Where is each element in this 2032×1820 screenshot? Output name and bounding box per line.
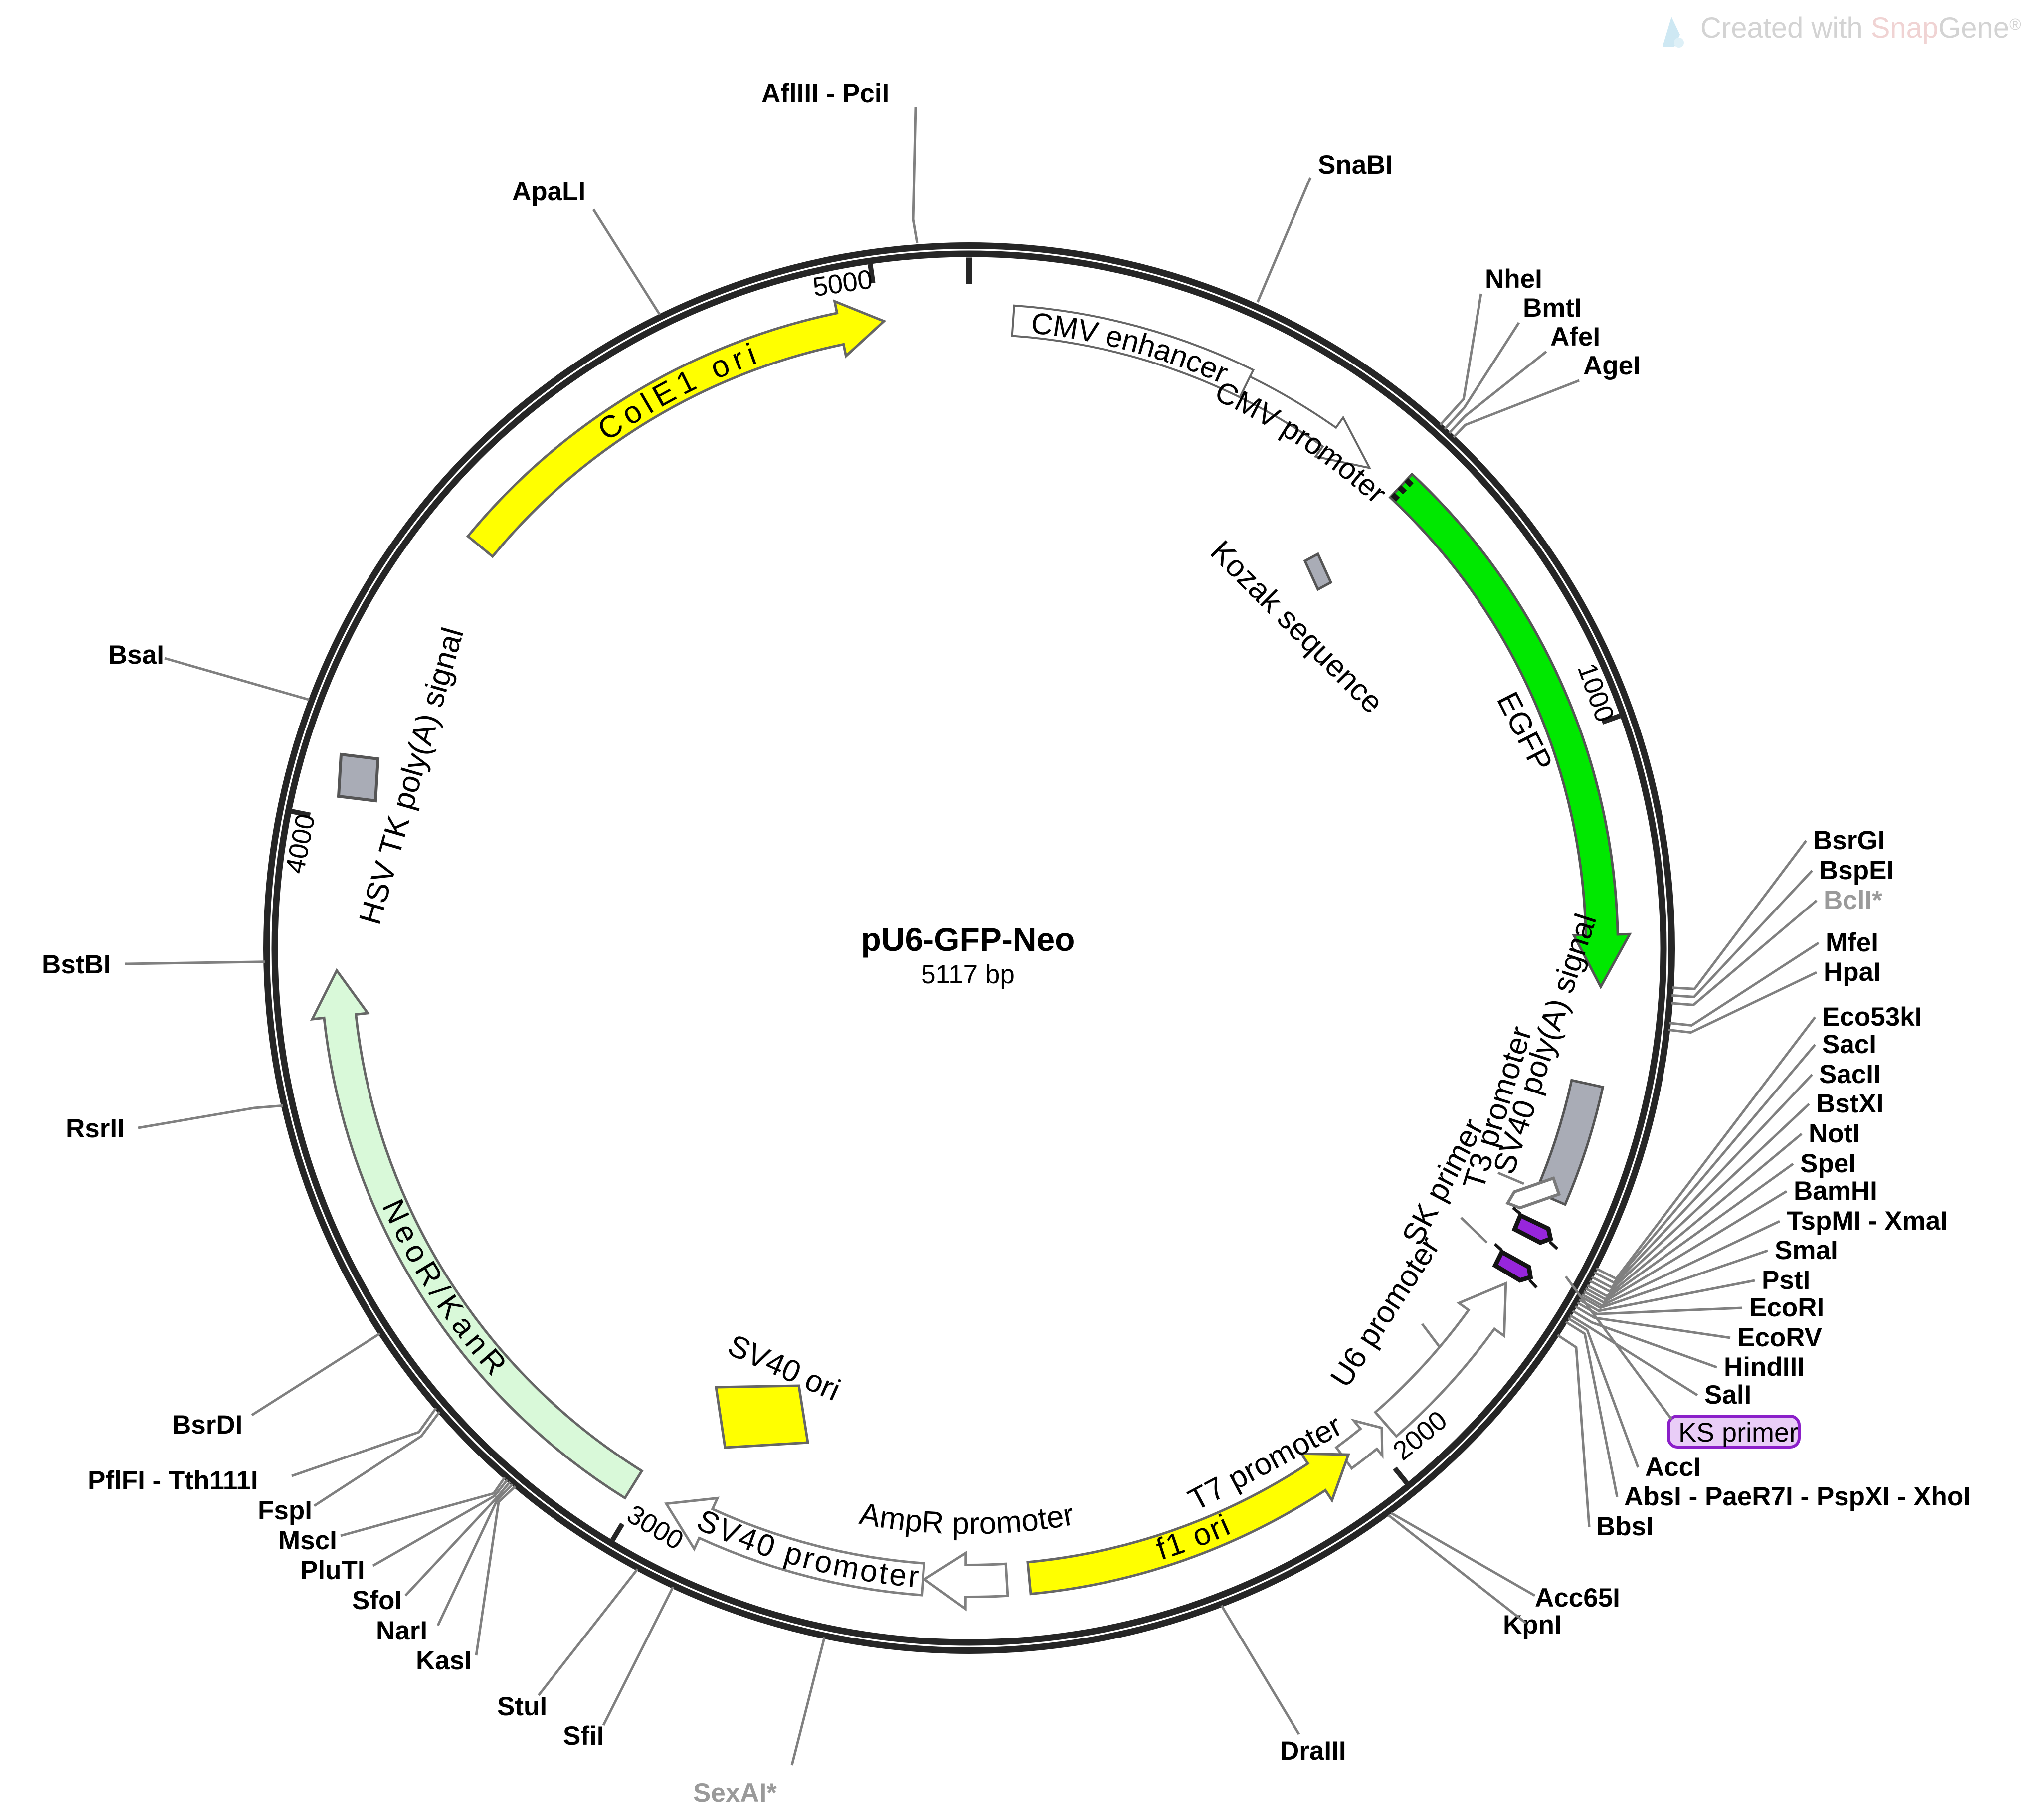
svg-text:SalI: SalI [1704, 1380, 1751, 1410]
svg-text:SacII: SacII [1819, 1060, 1881, 1089]
svg-text:FspI: FspI [258, 1496, 312, 1525]
svg-text:NarI: NarI [376, 1616, 427, 1645]
svg-text:HindIII: HindIII [1724, 1352, 1805, 1382]
svg-text:BbsI: BbsI [1596, 1512, 1654, 1541]
svg-text:SfiI: SfiI [563, 1721, 604, 1751]
svg-text:ApaLI: ApaLI [512, 177, 585, 206]
svg-text:BmtI: BmtI [1523, 293, 1582, 323]
svg-text:BsrGI: BsrGI [1813, 826, 1885, 855]
svg-text:SnaBI: SnaBI [1318, 150, 1393, 180]
svg-text:Created with SnapGene®: Created with SnapGene® [1700, 12, 2021, 44]
svg-text:RsrII: RsrII [66, 1114, 125, 1143]
svg-text:NheI: NheI [1485, 264, 1542, 294]
svg-text:AccI: AccI [1645, 1453, 1701, 1482]
svg-text:BclI*: BclI* [1824, 886, 1882, 915]
svg-text:KS primer: KS primer [1678, 1418, 1798, 1448]
svg-text:PstI: PstI [1762, 1266, 1810, 1295]
svg-text:Acc65I: Acc65I [1535, 1583, 1620, 1613]
svg-text:AbsI - PaeR7I - PspXI - XhoI: AbsI - PaeR7I - PspXI - XhoI [1624, 1482, 1971, 1511]
svg-text:BsaI: BsaI [108, 640, 164, 670]
svg-text:Eco53kI: Eco53kI [1822, 1002, 1922, 1032]
svg-text:AfeI: AfeI [1550, 322, 1600, 352]
svg-text:NotI: NotI [1809, 1119, 1860, 1148]
svg-text:SmaI: SmaI [1775, 1236, 1838, 1265]
svg-text:MfeI: MfeI [1826, 928, 1878, 957]
svg-text:SpeI: SpeI [1800, 1149, 1856, 1178]
svg-text:AflIII - PciI: AflIII - PciI [761, 79, 889, 108]
svg-text:PluTI: PluTI [300, 1556, 365, 1585]
svg-text:BstBI: BstBI [42, 950, 111, 979]
svg-text:MscI: MscI [278, 1526, 337, 1555]
svg-text:KpnI: KpnI [1503, 1610, 1562, 1639]
svg-text:KasI: KasI [416, 1646, 472, 1675]
svg-text:HpaI: HpaI [1824, 957, 1881, 987]
svg-text:BspEI: BspEI [1819, 856, 1894, 885]
svg-text:EcoRI: EcoRI [1749, 1293, 1824, 1322]
svg-text:5117 bp: 5117 bp [921, 960, 1015, 989]
svg-text:TspMI - XmaI: TspMI - XmaI [1787, 1206, 1948, 1236]
svg-text:BstXI: BstXI [1816, 1089, 1883, 1118]
svg-text:StuI: StuI [497, 1692, 547, 1721]
svg-text:AgeI: AgeI [1583, 351, 1641, 380]
svg-text:EcoRV: EcoRV [1737, 1323, 1822, 1352]
svg-text:SexAI*: SexAI* [693, 1778, 777, 1808]
svg-text:BsrDI: BsrDI [172, 1410, 242, 1440]
svg-text:SacI: SacI [1822, 1030, 1876, 1059]
svg-text:DraIII: DraIII [1280, 1736, 1346, 1766]
svg-text:SfoI: SfoI [352, 1586, 402, 1615]
svg-text:BamHI: BamHI [1794, 1176, 1877, 1206]
svg-text:PflFI - Tth111I: PflFI - Tth111I [88, 1466, 258, 1495]
svg-text:pU6-GFP-Neo: pU6-GFP-Neo [861, 921, 1075, 958]
